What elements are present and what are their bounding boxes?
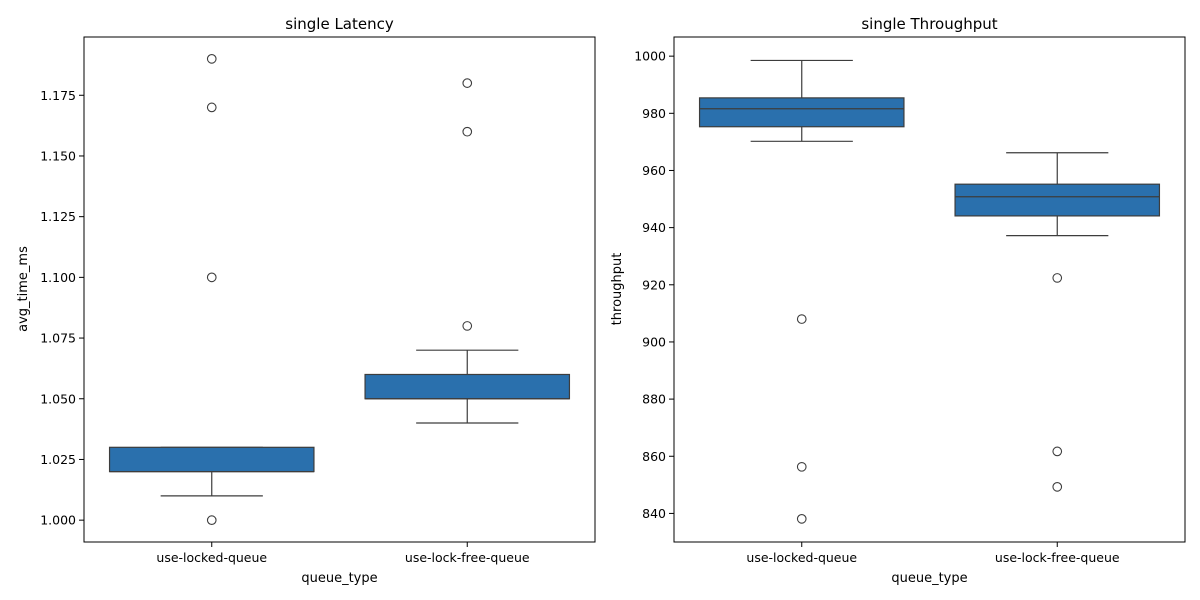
throughput-box-use-locked-queue-outlier [796,314,807,324]
latency-box-use-lock-free-queue-outlier [462,126,473,137]
throughput-xlabel: queue_type [891,571,967,586]
throughput-title: single Throughput [861,15,997,33]
latency-ytick-label: 1.075 [40,331,76,346]
throughput-box-use-lock-free-queue-outlier [1052,481,1063,492]
latency-ytick-label: 1.025 [40,452,76,467]
latency-ytick-label: 1.100 [40,270,76,285]
throughput-ytick-label: 1000 [634,49,666,64]
throughput-ytick-label: 880 [642,392,666,407]
latency-xtick-label: use-locked-queue [156,550,267,565]
throughput-ytick-label: 920 [642,277,666,292]
throughput-box-use-locked-queue-outlier [796,461,807,472]
latency-ytick-label: 1.125 [40,209,76,224]
throughput-box-use-lock-free-queue-outlier [1052,446,1063,457]
latency-ytick-label: 1.150 [40,148,76,163]
latency-title: single Latency [285,15,394,33]
latency-box-use-locked-queue-outlier [206,54,217,64]
throughput-box-use-lock-free-queue-outlier [1052,273,1063,283]
latency-ytick-label: 1.050 [40,391,76,406]
latency-xtick-label: use-lock-free-queue [405,550,530,565]
throughput-ytick-label: 860 [642,449,666,464]
throughput-ytick-label: 940 [642,220,666,235]
throughput-ytick-label: 960 [642,163,666,178]
throughput-axes-frame [673,36,1186,543]
throughput-xtick-label: use-locked-queue [746,550,857,565]
latency-box-use-lock-free-queue-outlier [462,321,473,331]
latency-box-use-lock-free-queue [364,373,571,400]
latency-xlabel: queue_type [301,571,377,586]
latency-ytick-label: 1.000 [40,513,76,528]
throughput-ytick-label: 840 [642,506,666,521]
throughput-box-use-lock-free-queue [954,183,1161,217]
latency-box-use-locked-queue-outlier [206,515,217,525]
throughput-xtick-label: use-lock-free-queue [995,550,1120,565]
throughput-ylabel: throughput [610,253,625,326]
latency-axes-frame [83,36,596,543]
latency-box-use-locked-queue [108,446,315,473]
throughput-panel: single Throughput queue_type throughput … [610,15,1186,586]
throughput-ytick-label: 900 [642,334,666,349]
latency-ytick-label: 1.175 [40,88,76,103]
latency-box-use-locked-queue-outlier [206,102,217,113]
throughput-ytick-label: 980 [642,106,666,121]
latency-panel: single Latency queue_type avg_time_ms 1.… [16,15,596,586]
throughput-box-use-locked-queue-outlier [796,514,807,524]
latency-box-use-locked-queue-outlier [206,272,217,283]
throughput-box-use-locked-queue [698,97,905,128]
latency-box-use-lock-free-queue-outlier [462,78,473,88]
latency-ylabel: avg_time_ms [16,246,31,332]
